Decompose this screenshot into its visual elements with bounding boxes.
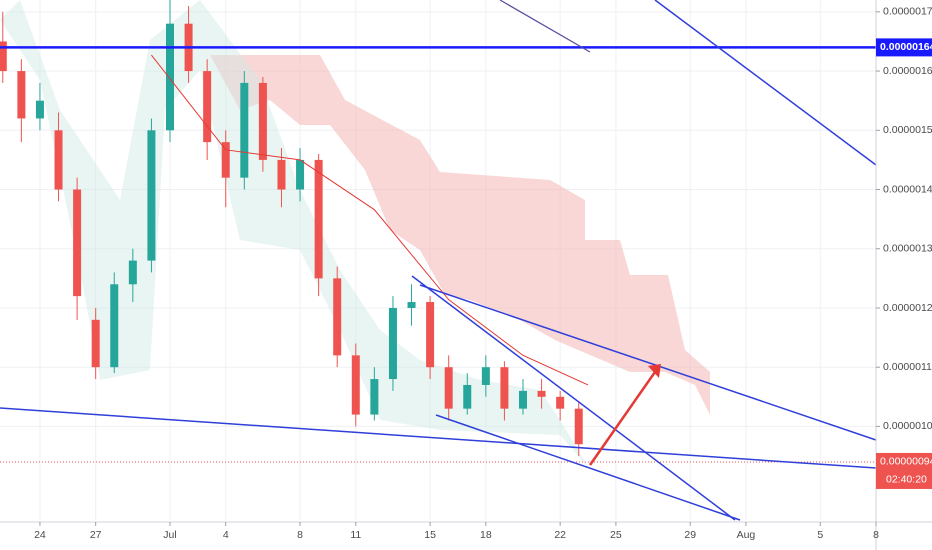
candle-body bbox=[351, 355, 360, 415]
candle-body bbox=[258, 82, 267, 160]
x-tick-label: 24 bbox=[34, 529, 46, 541]
candle-body bbox=[203, 71, 212, 143]
last-price-tag bbox=[876, 452, 932, 489]
candle-body bbox=[277, 159, 286, 190]
candle-body bbox=[110, 284, 119, 368]
candle-body bbox=[370, 379, 379, 415]
moving-average bbox=[499, 0, 591, 53]
candle-body bbox=[73, 189, 82, 297]
x-tick-label: 4 bbox=[223, 529, 229, 541]
arrow bbox=[588, 371, 657, 466]
candle-body bbox=[463, 384, 472, 409]
x-tick-label: Aug bbox=[737, 529, 756, 541]
candle-body bbox=[574, 408, 583, 445]
candle-body bbox=[128, 260, 137, 285]
candle-body bbox=[500, 367, 509, 409]
trend-line bbox=[411, 275, 736, 521]
candle-body bbox=[221, 142, 230, 178]
x-tick-label: 29 bbox=[684, 529, 696, 541]
candle-body bbox=[426, 302, 435, 368]
trend-line bbox=[654, 0, 877, 166]
x-tick-label: 11 bbox=[350, 529, 361, 541]
ichimoku-cloud bbox=[210, 55, 710, 415]
price-tag-label: 0.00000164 bbox=[880, 41, 932, 53]
arrow-head bbox=[648, 364, 661, 378]
candle-body bbox=[54, 130, 63, 190]
trend-line bbox=[419, 284, 877, 441]
candle-body bbox=[35, 100, 44, 119]
x-tick-label: 25 bbox=[610, 529, 622, 541]
candle-body bbox=[165, 23, 174, 131]
candles bbox=[0, 0, 876, 463]
x-tick-label: Jul bbox=[163, 529, 176, 541]
candle-body bbox=[296, 159, 305, 190]
x-tick-label: 8 bbox=[297, 529, 303, 541]
countdown: 02:40:20 bbox=[886, 474, 927, 486]
x-tick-label: 27 bbox=[90, 529, 102, 541]
candle-body bbox=[314, 159, 323, 279]
candle-body bbox=[556, 396, 565, 409]
candle-body bbox=[407, 302, 416, 308]
last-price-label: 0.00000094 bbox=[880, 456, 932, 468]
candle-body bbox=[333, 278, 342, 356]
candle-body bbox=[0, 41, 7, 72]
x-tick-label: 5 bbox=[817, 529, 823, 541]
candle-body bbox=[17, 71, 26, 119]
moving-average bbox=[151, 54, 589, 386]
x-tick-label: 22 bbox=[554, 529, 566, 541]
x-tick-label: 8 bbox=[873, 529, 879, 541]
price-tag bbox=[876, 38, 932, 57]
candle-body bbox=[444, 367, 453, 409]
candle-body bbox=[518, 390, 527, 409]
bollinger-band bbox=[0, 0, 590, 470]
x-tick-label: 18 bbox=[480, 529, 492, 541]
y-tick-label: 0.00000170 bbox=[883, 6, 932, 18]
candle-body bbox=[240, 82, 249, 178]
x-tick-label: 15 bbox=[424, 529, 436, 541]
trend-line bbox=[435, 414, 741, 521]
candle-body bbox=[91, 319, 100, 368]
candle-body bbox=[537, 390, 546, 397]
candle-body bbox=[147, 130, 156, 261]
trend-line bbox=[0, 407, 877, 469]
candle-body bbox=[388, 307, 397, 380]
candle-body bbox=[481, 367, 490, 385]
